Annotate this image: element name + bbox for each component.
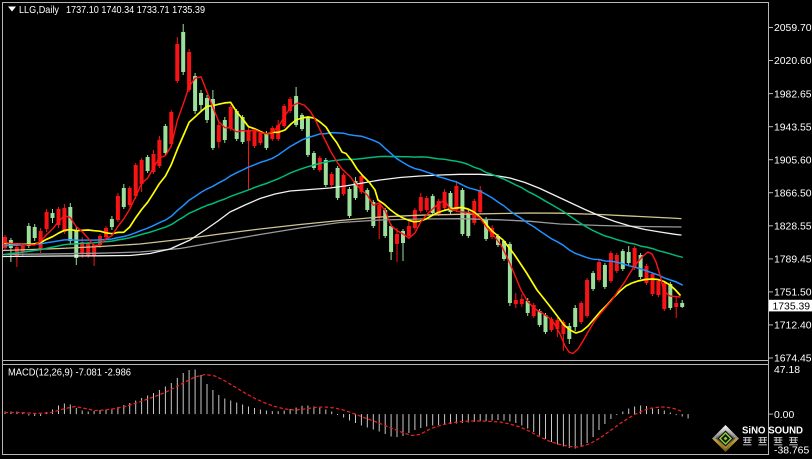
svg-text:SiNO SOUND: SiNO SOUND [742, 425, 803, 437]
svg-text:2059.70: 2059.70 [774, 23, 812, 34]
svg-text:1789.45: 1789.45 [774, 255, 812, 266]
svg-text:-38.765: -38.765 [774, 445, 809, 456]
svg-text:2020.60: 2020.60 [774, 56, 812, 67]
svg-text:LLG,Daily 1737.10 1740.34 173: LLG,Daily 1737.10 1740.34 1733.71 1735.3… [19, 4, 205, 16]
svg-text:1905.60: 1905.60 [774, 155, 812, 166]
svg-text:1674.45: 1674.45 [774, 354, 812, 365]
svg-text:1943.55: 1943.55 [774, 122, 812, 133]
svg-text:0.00: 0.00 [774, 410, 794, 421]
svg-text:1866.50: 1866.50 [774, 188, 812, 199]
svg-text:1828.55: 1828.55 [774, 222, 812, 233]
svg-text:1712.40: 1712.40 [774, 321, 812, 332]
svg-text:MACD(12,26,9) -7.081 -2.986: MACD(12,26,9) -7.081 -2.986 [8, 368, 131, 379]
svg-text:1982.65: 1982.65 [774, 89, 812, 100]
svg-text:1735.39: 1735.39 [773, 301, 811, 312]
svg-text:47.18: 47.18 [774, 365, 800, 376]
svg-text:1751.50: 1751.50 [774, 288, 812, 299]
